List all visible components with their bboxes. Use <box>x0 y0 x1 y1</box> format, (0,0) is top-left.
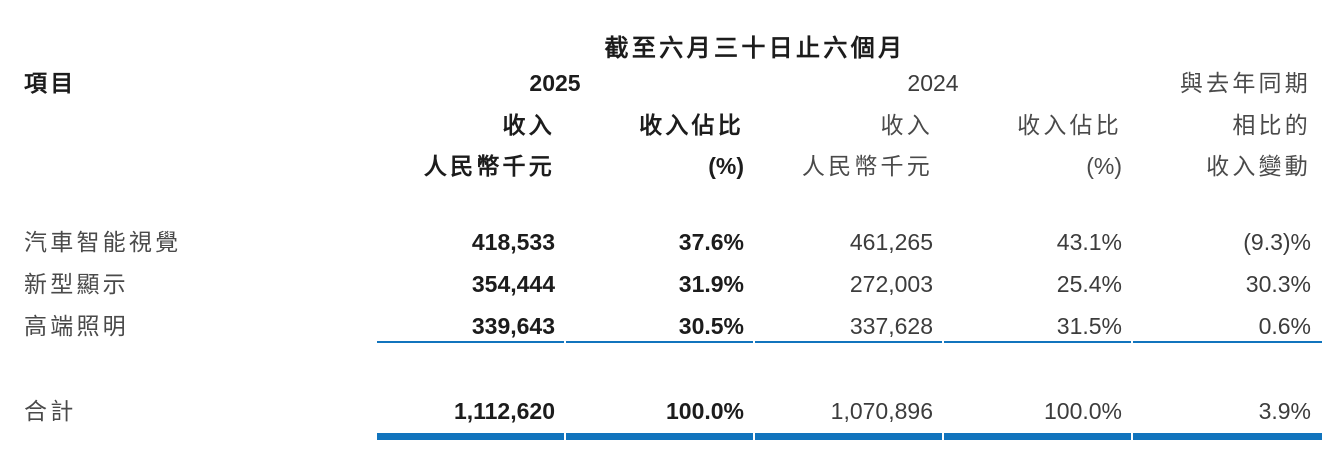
share-2025-value: 30.5% <box>678 313 744 339</box>
table-row-total: 合計 1,112,620 100.0% 1,070,896 100.0% 3.9… <box>24 390 1322 432</box>
revenue-2024-value: 337,628 <box>849 313 933 339</box>
share-2024-value: 25.4% <box>1056 271 1122 297</box>
table-row-automotive-vision: 汽車智能視覺 418,533 37.6% 461,265 43.1% (9.3)… <box>24 221 1322 263</box>
header-sub-row-2: 人民幣千元 (%) 人民幣千元 (%) 收入變動 <box>24 151 1322 181</box>
table-row-high-end-lighting: 高端照明 339,643 30.5% 337,628 31.5% 0.6% <box>24 305 1322 347</box>
subtotal-divider-line <box>377 341 1322 343</box>
row-label: 汽車智能視覺 <box>24 229 182 255</box>
total-revenue-2024-value: 1,070,896 <box>830 398 933 424</box>
row-label: 高端照明 <box>24 313 129 339</box>
period-title: 截至六月三十日止六個月 <box>604 35 906 62</box>
revenue-2025-value: 418,533 <box>471 229 555 255</box>
total-share-2025-value: 100.0% <box>665 398 744 424</box>
total-revenue-2025-value: 1,112,620 <box>453 398 555 424</box>
change-header-line2: 相比的 <box>1232 112 1311 138</box>
share-2024-value: 31.5% <box>1056 313 1122 339</box>
share-2025-label: 收入佔比 <box>639 112 744 138</box>
year-2024-header: 2024 <box>907 70 959 96</box>
total-bottom-line <box>377 433 1322 440</box>
row-label: 新型顯示 <box>24 271 129 297</box>
year-2025-header: 2025 <box>529 70 581 96</box>
change-value: (9.3)% <box>1243 229 1311 255</box>
revenue-2025-value: 354,444 <box>471 271 555 297</box>
share-2024-value: 43.1% <box>1056 229 1122 255</box>
revenue-2025-label: 收入 <box>502 112 555 138</box>
revenue-2024-value: 272,003 <box>849 271 933 297</box>
change-value: 0.6% <box>1258 313 1311 339</box>
total-label: 合計 <box>24 398 77 424</box>
change-header-line3: 收入變動 <box>1206 153 1311 179</box>
revenue-2025-value: 339,643 <box>471 313 555 339</box>
revenue-2024-unit: 人民幣千元 <box>801 153 933 179</box>
total-change-value: 3.9% <box>1258 398 1311 424</box>
change-header-line1: 與去年同期 <box>1179 70 1311 96</box>
share-2024-label: 收入佔比 <box>1017 112 1122 138</box>
item-column-header: 項目 <box>24 70 77 96</box>
year-2025-cell: 2025 <box>377 68 580 98</box>
share-2024-unit: (%) <box>1086 153 1122 179</box>
revenue-2025-unit: 人民幣千元 <box>423 153 555 179</box>
share-2025-unit: (%) <box>708 153 744 179</box>
revenue-2024-value: 461,265 <box>849 229 933 255</box>
table-row-new-display: 新型顯示 354,444 31.9% 272,003 25.4% 30.3% <box>24 263 1322 305</box>
change-value: 30.3% <box>1245 271 1311 297</box>
header-year-row: 項目 2025 2024 與去年同期 <box>24 68 1322 98</box>
share-2025-value: 31.9% <box>678 271 744 297</box>
share-2025-value: 37.6% <box>678 229 744 255</box>
revenue-2024-label: 收入 <box>880 112 933 138</box>
total-share-2024-value: 100.0% <box>1043 398 1122 424</box>
header-sub-row-1: 收入 收入佔比 收入 收入佔比 相比的 <box>24 110 1322 140</box>
year-2024-cell: 2024 <box>755 68 958 98</box>
